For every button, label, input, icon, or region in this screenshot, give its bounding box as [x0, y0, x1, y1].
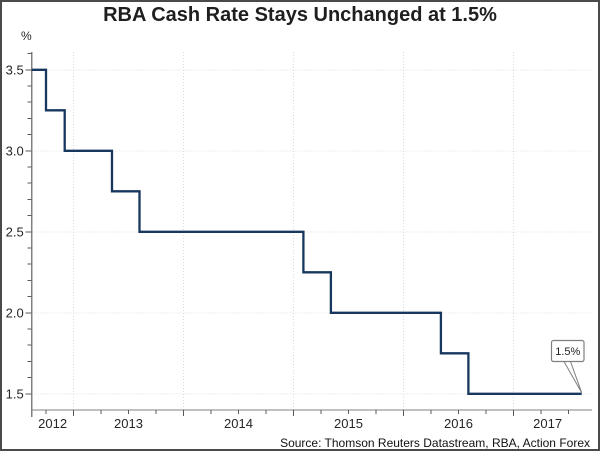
y-tick-label: 1.5	[6, 386, 24, 401]
y-axis-unit-label: %	[21, 29, 32, 43]
source-note: Source: Thomson Reuters Datastream, RBA,…	[280, 436, 590, 450]
y-tick-label: 2.5	[6, 224, 24, 239]
x-tick-label: 2014	[224, 416, 253, 431]
x-tick-label: 2012	[38, 416, 67, 431]
x-tick-label: 2013	[114, 416, 143, 431]
annotation-callout	[563, 361, 583, 394]
x-tick-label: 2017	[533, 416, 562, 431]
y-tick-label: 2.0	[6, 305, 24, 320]
y-tick-label: 3.5	[6, 62, 24, 77]
annotation-label: 1.5%	[555, 346, 580, 358]
cash-rate-step-line	[31, 68, 582, 395]
y-tick-label: 3.0	[6, 143, 24, 158]
chart-title: RBA Cash Rate Stays Unchanged at 1.5%	[103, 4, 497, 26]
x-tick-label: 2016	[444, 416, 473, 431]
x-tick-label: 2015	[334, 416, 363, 431]
annotation-box	[550, 339, 585, 363]
